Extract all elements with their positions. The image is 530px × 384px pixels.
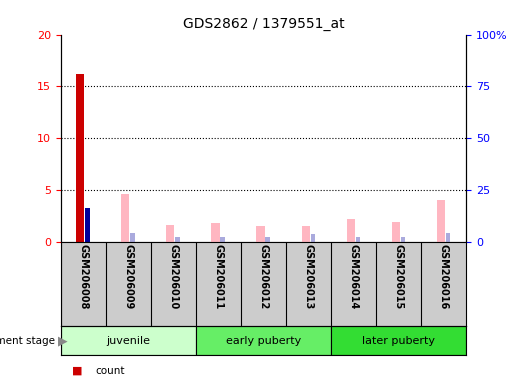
Text: development stage: development stage xyxy=(0,336,58,346)
Bar xyxy=(446,233,450,242)
Text: GSM206013: GSM206013 xyxy=(304,245,314,310)
Bar xyxy=(401,237,405,242)
Text: juvenile: juvenile xyxy=(107,336,151,346)
Bar xyxy=(356,237,360,242)
Bar xyxy=(61,326,196,355)
Bar xyxy=(266,237,270,242)
Bar xyxy=(347,219,355,242)
Text: GSM206009: GSM206009 xyxy=(123,245,134,310)
Bar xyxy=(196,326,331,355)
Bar xyxy=(76,74,84,242)
Text: GSM206010: GSM206010 xyxy=(169,245,179,310)
Bar xyxy=(437,200,445,242)
Bar xyxy=(220,237,225,242)
Bar xyxy=(331,326,466,355)
Text: GSM206012: GSM206012 xyxy=(259,245,269,310)
Text: early puberty: early puberty xyxy=(226,336,301,346)
Text: GSM206011: GSM206011 xyxy=(214,245,224,310)
Text: later puberty: later puberty xyxy=(363,336,435,346)
Text: GSM206014: GSM206014 xyxy=(349,245,359,310)
Text: GSM206016: GSM206016 xyxy=(439,245,449,310)
Text: ■: ■ xyxy=(72,366,82,376)
Bar xyxy=(257,227,264,242)
Bar xyxy=(175,237,180,242)
Bar xyxy=(302,227,310,242)
Bar xyxy=(85,208,90,242)
Title: GDS2862 / 1379551_at: GDS2862 / 1379551_at xyxy=(183,17,344,31)
Bar xyxy=(392,222,400,242)
Text: GSM206008: GSM206008 xyxy=(78,245,89,310)
Bar xyxy=(121,194,129,242)
Bar xyxy=(166,225,174,242)
Text: count: count xyxy=(95,366,125,376)
Text: GSM206015: GSM206015 xyxy=(394,245,404,310)
Text: ▶: ▶ xyxy=(58,334,68,347)
Bar xyxy=(311,233,315,242)
Bar xyxy=(130,233,135,242)
Bar xyxy=(211,223,219,242)
